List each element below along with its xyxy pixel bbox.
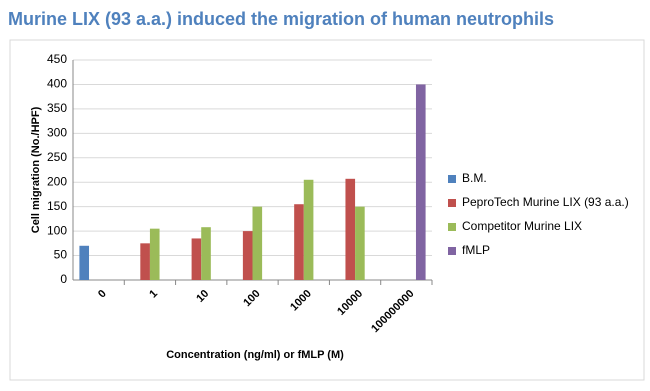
bar (252, 206, 263, 280)
y-tick-label: 400 (47, 77, 67, 91)
y-tick-label: 450 (47, 52, 67, 66)
chart-title: Murine LIX (93 a.a.) induced the migrati… (8, 9, 554, 29)
y-tick-label: 50 (54, 248, 68, 262)
legend-label: PeproTech Murine LIX (93 a.a.) (462, 195, 629, 209)
x-tick-label: 100 (241, 288, 262, 309)
bar (345, 178, 356, 280)
x-tick-label: 1 (147, 288, 160, 301)
y-tick-label: 0 (60, 272, 67, 286)
bar (149, 228, 160, 280)
bar (355, 206, 365, 280)
x-tick-label: 0 (96, 288, 109, 301)
legend-label: fMLP (462, 243, 490, 257)
y-tick-label: 100 (47, 223, 67, 237)
bar (415, 84, 426, 280)
bar (294, 204, 304, 280)
bar (140, 243, 150, 280)
y-tick-label: 150 (47, 199, 67, 213)
bar (201, 227, 211, 280)
y-tick-label: 300 (47, 126, 67, 140)
y-tick-label: 350 (47, 101, 67, 115)
bar (303, 179, 314, 280)
legend-label: B.M. (462, 171, 487, 185)
x-tick-label: 1000 (288, 288, 314, 314)
bar (191, 238, 202, 280)
x-tick-label: 100000000 (369, 288, 416, 335)
y-axis-label: Cell migration (No./HPF) (30, 106, 42, 233)
legend-swatch (448, 223, 456, 231)
chart-border (9, 39, 645, 381)
bar (242, 231, 253, 280)
x-axis-label: Concentration (ng/ml) or fMLP (M) (166, 349, 344, 361)
y-tick-label: 200 (47, 174, 67, 188)
x-tick-label: 10 (194, 288, 211, 305)
legend-swatch (448, 175, 456, 183)
legend-swatch (448, 247, 456, 255)
y-tick-label: 250 (47, 150, 67, 164)
legend-label: Competitor Murine LIX (462, 219, 582, 233)
legend-swatch (448, 199, 456, 207)
x-tick-label: 10000 (335, 288, 365, 318)
bar (79, 245, 90, 280)
